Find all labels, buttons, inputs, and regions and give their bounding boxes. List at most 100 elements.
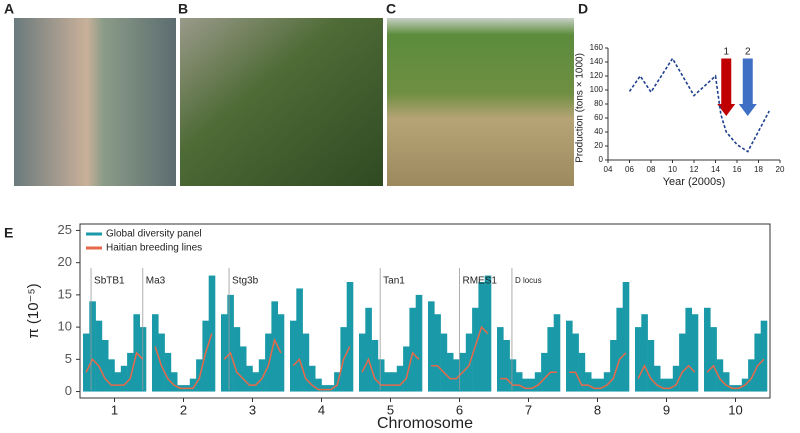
diversity-bar — [685, 307, 692, 392]
diversity-bar — [290, 320, 297, 392]
diversity-bar — [83, 333, 90, 392]
diversity-bar — [271, 301, 278, 392]
diversity-bar — [572, 333, 579, 392]
x-tick-label: 14 — [711, 165, 720, 174]
y-tick-label: 10 — [58, 319, 72, 334]
diversity-bar — [503, 340, 510, 392]
diversity-bar — [691, 314, 699, 392]
diversity-bar — [478, 282, 485, 392]
diversity-bar — [484, 275, 492, 392]
diversity-bar — [390, 372, 398, 392]
gene-label: Stg3b — [232, 276, 259, 287]
x-tick-label: 06 — [625, 165, 634, 174]
y-axis-label: Production (tons × 1000) — [575, 53, 586, 163]
diversity-bar — [679, 333, 686, 392]
y-tick-label: 100 — [590, 85, 604, 94]
diversity-line — [637, 364, 696, 390]
gene-label: SbTB1 — [94, 276, 125, 287]
diversity-bar — [453, 359, 460, 392]
diversity-bar — [221, 314, 228, 392]
diversity-line — [361, 351, 420, 386]
panel-label: B — [178, 1, 188, 17]
x-tick-label: 8 — [594, 402, 601, 417]
diversity-bar — [89, 301, 96, 392]
panel-label: A — [4, 1, 14, 17]
diversity-bar — [622, 282, 630, 392]
diversity-bar — [553, 314, 561, 392]
diversity-bar — [509, 359, 517, 392]
diversity-bar — [365, 307, 372, 392]
y-tick-label: 15 — [58, 286, 72, 301]
diversity-bar — [666, 378, 674, 392]
diversity-bar — [465, 333, 473, 392]
diversity-bar — [748, 359, 755, 392]
diversity-bar — [528, 378, 536, 392]
diversity-bar — [641, 314, 648, 392]
diversity-bar — [327, 385, 335, 392]
diversity-bar — [371, 340, 379, 392]
diversity-bar — [541, 352, 548, 392]
diversity-bar — [415, 294, 423, 392]
diversity-bar — [202, 320, 209, 392]
y-tick-label: 120 — [590, 71, 604, 80]
diversity-bar — [522, 378, 529, 392]
diversity-bar — [158, 333, 165, 392]
diversity-bar — [377, 359, 385, 392]
diversity-bar — [722, 372, 730, 392]
diversity-bar — [440, 333, 448, 392]
diversity-bar — [114, 372, 122, 392]
diversity-bar — [302, 333, 310, 392]
diversity-bar — [239, 346, 247, 392]
arrow — [717, 58, 736, 116]
y-tick-label: 140 — [590, 57, 604, 66]
x-tick-label: 18 — [754, 165, 763, 174]
x-tick-label: 16 — [733, 165, 742, 174]
gene-label: RMES1 — [463, 276, 498, 287]
y-tick-label: 0 — [65, 383, 72, 398]
arrow — [738, 58, 757, 116]
diversity-bar — [660, 378, 667, 392]
gene-label: Tan1 — [383, 276, 405, 287]
diversity-bar — [716, 359, 724, 392]
diversity-bar — [597, 378, 605, 392]
x-tick-label: 2 — [180, 402, 187, 417]
diversity-bar — [515, 372, 523, 392]
diversity-bar — [95, 320, 103, 392]
diversity-line — [154, 333, 213, 390]
diversity-bar — [566, 320, 573, 392]
diversity-line — [500, 371, 557, 390]
diversity-bar — [616, 307, 623, 392]
diversity-bar — [346, 282, 354, 392]
plot-frame — [79, 223, 771, 399]
diversity-line — [292, 346, 351, 391]
x-axis-label: Chromosome — [377, 415, 473, 432]
diversity-bar — [252, 372, 260, 392]
diversity-line — [85, 351, 144, 386]
x-axis-label: Year (2000s) — [663, 176, 726, 188]
diversity-bar — [277, 314, 285, 392]
y-tick-label: 25 — [58, 222, 72, 237]
x-tick-label: 5 — [387, 402, 394, 417]
panel-label: D — [578, 1, 588, 17]
diversity-bar — [189, 378, 197, 392]
y-tick-label: 60 — [594, 113, 603, 122]
diversity-bar — [653, 365, 661, 392]
diversity-bar — [704, 307, 711, 392]
y-tick-label: 20 — [58, 254, 72, 269]
diversity-bar — [227, 294, 234, 392]
gene-label: D locus — [515, 276, 542, 285]
production-line — [628, 56, 770, 153]
x-tick-label: 20 — [776, 165, 785, 174]
diversity-bar — [120, 365, 128, 392]
x-tick-label: 7 — [525, 402, 532, 417]
diversity-bar — [233, 327, 241, 392]
panel-label: E — [4, 225, 13, 241]
diversity-bar — [308, 365, 316, 392]
photo-c — [387, 18, 574, 186]
diversity-line — [569, 352, 627, 390]
diversity-bar — [472, 307, 479, 392]
x-tick-label: 9 — [663, 402, 670, 417]
diversity-bar — [754, 333, 761, 392]
diversity-bar — [591, 378, 598, 392]
x-tick-label: 1 — [111, 402, 118, 417]
